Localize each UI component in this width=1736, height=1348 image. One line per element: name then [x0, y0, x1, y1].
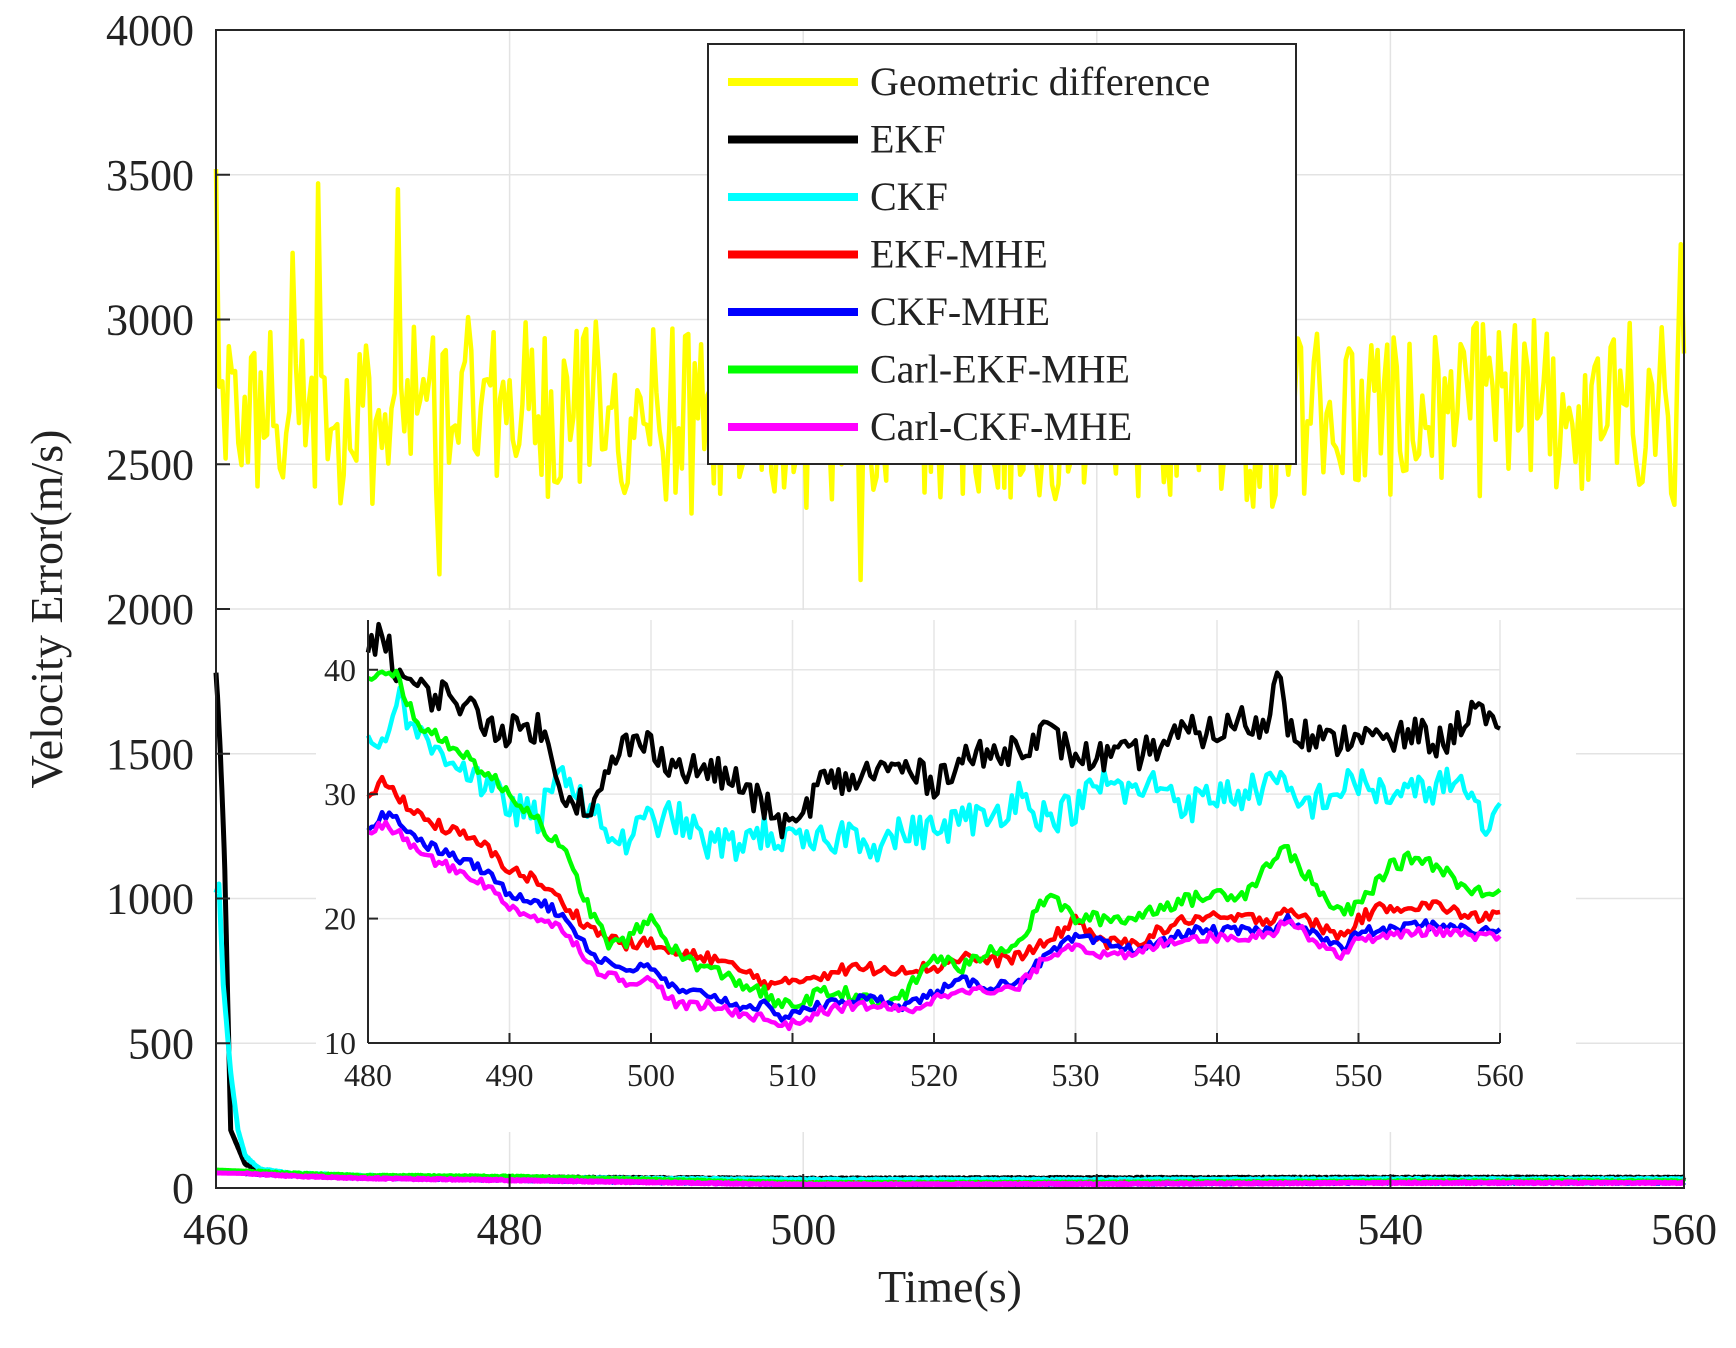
inset-background [316, 610, 1576, 1132]
legend-entry: Carl-EKF-MHE [728, 347, 1130, 392]
legend-entry: EKF [728, 117, 946, 162]
main-series-group [213, 168, 1687, 1188]
inset-y-tick-label: 30 [324, 776, 356, 812]
main-y-tick-label: 0 [172, 1164, 194, 1213]
main-x-tick-label: 500 [770, 1205, 836, 1254]
inset-x-tick-label: 500 [627, 1057, 675, 1093]
inset-plot: 480 490 500 510 520 530 540 550 560 10 20 30 40 [316, 610, 1576, 1132]
series-line-carl-ckf-mhe [214, 1170, 1686, 1188]
inset-x-tick-label: 550 [1335, 1057, 1383, 1093]
inset-y-tick-label: 20 [324, 901, 356, 937]
main-y-tick-label: 500 [128, 1019, 194, 1068]
main-x-tick-label: 520 [1064, 1205, 1130, 1254]
main-y-tick-label: 1000 [106, 875, 194, 924]
legend-entry: CKF [728, 174, 948, 219]
main-y-tick-label: 3000 [106, 296, 194, 345]
legend-label: Carl-CKF-MHE [870, 404, 1132, 449]
main-y-tick-label: 3500 [106, 151, 194, 200]
legend-label: CKF [870, 174, 948, 219]
y-axis-title: Velocity Error(m/s) [21, 430, 72, 789]
legend-entry: Geometric difference [728, 59, 1210, 104]
main-x-tick-label: 460 [183, 1205, 249, 1254]
inset-x-tick-label: 510 [769, 1057, 817, 1093]
legend-label: EKF-MHE [870, 232, 1048, 277]
inset-series-group [365, 621, 1502, 1032]
inset-series-line-carl-ckf-mhe [367, 819, 1502, 1032]
main-y-tick-label: 4000 [106, 6, 194, 55]
legend-label: Geometric difference [870, 59, 1210, 104]
inset-x-tick-label: 490 [486, 1057, 534, 1093]
inset-x-tick-label: 540 [1193, 1057, 1241, 1093]
main-x-tick-label: 560 [1651, 1205, 1717, 1254]
legend: Geometric difference EKF CKF EKF-MHE CKF-MHE… [707, 43, 1297, 465]
legend-entries: Geometric difference EKF CKF EKF-MHE CKF-MHE… [728, 59, 1210, 449]
x-axis-title: Time(s) [878, 1261, 1022, 1312]
legend-entry: CKF-MHE [728, 289, 1050, 334]
legend-label: EKF [870, 117, 946, 162]
main-y-tick-label: 2500 [106, 440, 194, 489]
main-x-tick-label: 480 [477, 1205, 543, 1254]
inset-x-tick-label: 520 [910, 1057, 958, 1093]
legend-label: CKF-MHE [870, 289, 1050, 334]
inset-series-line-ekf [365, 621, 1501, 840]
main-axis-ticks: 460 480 500 520 540 560 0 500 1000 1500 2000 2500 30… [106, 6, 1717, 1254]
inset-x-tick-label: 560 [1476, 1057, 1524, 1093]
inset-series-line-carl-ekf-mhe [367, 668, 1502, 1010]
inset-series-line-ekf-mhe [366, 774, 1501, 991]
inset-x-tick-label: 480 [344, 1057, 392, 1093]
legend-label: Carl-EKF-MHE [870, 347, 1130, 392]
legend-entry: Carl-CKF-MHE [728, 404, 1132, 449]
main-y-tick-label: 1500 [106, 730, 194, 779]
main-x-tick-label: 540 [1357, 1205, 1423, 1254]
inset-axis-ticks: 480 490 500 510 520 530 540 550 560 10 20 30 40 [324, 652, 1524, 1093]
inset-x-tick-label: 530 [1052, 1057, 1100, 1093]
main-y-tick-label: 2000 [106, 585, 194, 634]
legend-entry: EKF-MHE [728, 232, 1048, 277]
inset-y-tick-label: 10 [324, 1025, 356, 1061]
inset-y-tick-label: 40 [324, 652, 356, 688]
